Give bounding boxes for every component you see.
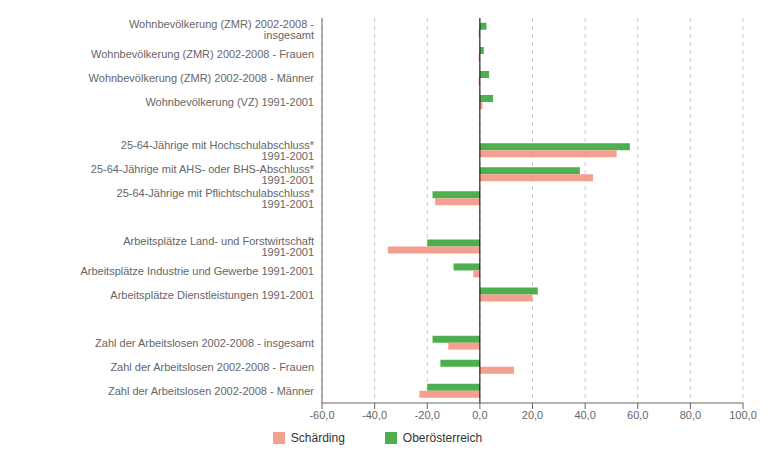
html-text:Oberösterreich: Oberösterreich (402, 431, 483, 445)
svg-text:-60,0: -60,0 (309, 409, 334, 421)
svg-text:Wohnbevölkerung (ZMR) 2002-200: Wohnbevölkerung (ZMR) 2002-2008 - Frauen (91, 48, 314, 60)
svg-text:60,0: 60,0 (627, 409, 648, 421)
svg-text:-20,0: -20,0 (415, 409, 440, 421)
svg-text:Zahl der Arbeitslosen 2002-200: Zahl der Arbeitslosen 2002-2008 - insges… (95, 337, 314, 349)
svg-text:100,0: 100,0 (729, 409, 757, 421)
svg-text:0,0: 0,0 (472, 409, 487, 421)
svg-text:25-64-Jährige mit Pflichtschul: 25-64-Jährige mit Pflichtschulabschluss*… (117, 187, 315, 210)
svg-text:25-64-Jährige mit AHS- oder BH: 25-64-Jährige mit AHS- oder BHS-Abschlus… (91, 163, 315, 186)
svg-text:25-64-Jährige mit Hochschulabs: 25-64-Jährige mit Hochschulabschluss*199… (121, 139, 315, 162)
svg-text:Wohnbevölkerung (VZ) 1991-2001: Wohnbevölkerung (VZ) 1991-2001 (145, 96, 314, 108)
svg-text:Arbeitsplätze Industrie und Ge: Arbeitsplätze Industrie und Gewerbe 1991… (80, 265, 314, 277)
svg-text:Wohnbevölkerung (ZMR) 2002-200: Wohnbevölkerung (ZMR) 2002-2008 -insgesa… (129, 18, 314, 41)
svg-text:20,0: 20,0 (522, 409, 543, 421)
svg-text:Arbeitsplätze Dienstleistungen: Arbeitsplätze Dienstleistungen 1991-2001 (110, 289, 314, 301)
svg-text:Zahl der Arbeitslosen 2002-200: Zahl der Arbeitslosen 2002-2008 - Männer (108, 385, 314, 397)
svg-text:Wohnbevölkerung (ZMR) 2002-200: Wohnbevölkerung (ZMR) 2002-2008 - Männer (89, 72, 315, 84)
svg-text:80,0: 80,0 (680, 409, 701, 421)
svg-text:-40,0: -40,0 (362, 409, 387, 421)
svg-text:40,0: 40,0 (574, 409, 595, 421)
svg-text:Arbeitsplätze Land- und Forstw: Arbeitsplätze Land- und Forstwirtschaft1… (123, 235, 314, 258)
svg-text:Zahl der Arbeitslosen 2002-200: Zahl der Arbeitslosen 2002-2008 - Frauen (110, 361, 314, 373)
html-text:Schärding: Schärding (290, 431, 345, 445)
